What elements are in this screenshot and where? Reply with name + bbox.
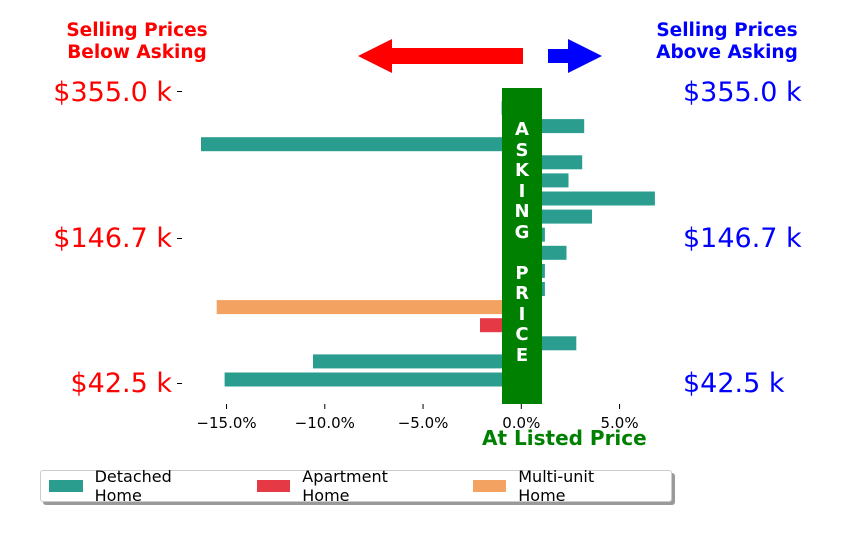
above-asking-heading: Selling Prices Above Asking — [642, 20, 812, 64]
legend-swatch-multi — [472, 480, 507, 492]
x-tick-label: 0.0% — [502, 414, 541, 432]
bar-detached-5 — [521, 191, 655, 206]
band-letter: E — [515, 344, 529, 366]
bar-multi-11 — [216, 300, 522, 315]
legend-label-detached: Detached Home — [94, 467, 172, 505]
band-letter: P — [515, 262, 529, 284]
below-asking-line2: Below Asking — [67, 42, 207, 63]
legend-swatch-apartment — [256, 480, 291, 492]
price-label-left-middle: $146.7 k — [53, 223, 172, 254]
x-axis — [226, 404, 621, 409]
below-asking-line1: Selling Prices — [66, 20, 208, 41]
bar-detached-2 — [201, 137, 522, 152]
legend: Detached Home Apartment Home Multi-unit … — [40, 467, 672, 505]
at-listed-price-label: At Listed Price — [482, 426, 647, 450]
bars-group — [201, 101, 655, 387]
above-asking-line2: Above Asking — [656, 42, 798, 63]
band-letter: S — [515, 139, 529, 161]
x-tick-label: 5.0% — [600, 414, 639, 432]
band-letter: K — [515, 160, 529, 181]
bar-detached-15 — [224, 372, 522, 387]
right-arrow-blue — [548, 39, 602, 73]
legend-item-detached: Detached Home — [49, 467, 223, 505]
price-label-left-bottom: $42.5 k — [70, 368, 172, 399]
band-letter: A — [515, 119, 529, 140]
legend-item-apartment: Apartment Home — [256, 467, 439, 505]
direction-arrows — [358, 39, 602, 73]
band-letter: G — [514, 221, 530, 243]
y-tick-middle — [177, 238, 182, 239]
y-tick-top — [177, 91, 182, 92]
asking-price-band — [502, 88, 542, 404]
price-label-left-top: $355.0 k — [53, 77, 172, 108]
left-arrow-red — [358, 39, 523, 73]
band-letter: R — [515, 283, 529, 304]
bar-detached-14 — [313, 354, 522, 369]
price-label-right-bottom: $42.5 k — [683, 368, 785, 399]
x-tick-label: −5.0% — [397, 414, 449, 432]
band-letter: I — [518, 303, 526, 325]
below-asking-heading: Selling Prices Below Asking — [52, 20, 222, 64]
legend-label-apartment: Apartment Home — [302, 467, 388, 505]
x-tick-label: −10.0% — [294, 414, 355, 432]
band-letter: N — [514, 201, 530, 222]
x-tick-label: −15.0% — [196, 414, 257, 432]
above-asking-line1: Selling Prices — [656, 20, 798, 41]
legend-item-multi: Multi-unit Home — [472, 467, 645, 505]
price-label-right-middle: $146.7 k — [683, 223, 802, 254]
y-tick-bottom — [177, 383, 182, 384]
legend-swatch-detached — [49, 480, 83, 492]
band-letter: I — [518, 180, 526, 202]
price-label-right-top: $355.0 k — [683, 77, 802, 108]
legend-label-multi: Multi-unit Home — [518, 467, 595, 505]
band-letter: C — [515, 324, 529, 345]
